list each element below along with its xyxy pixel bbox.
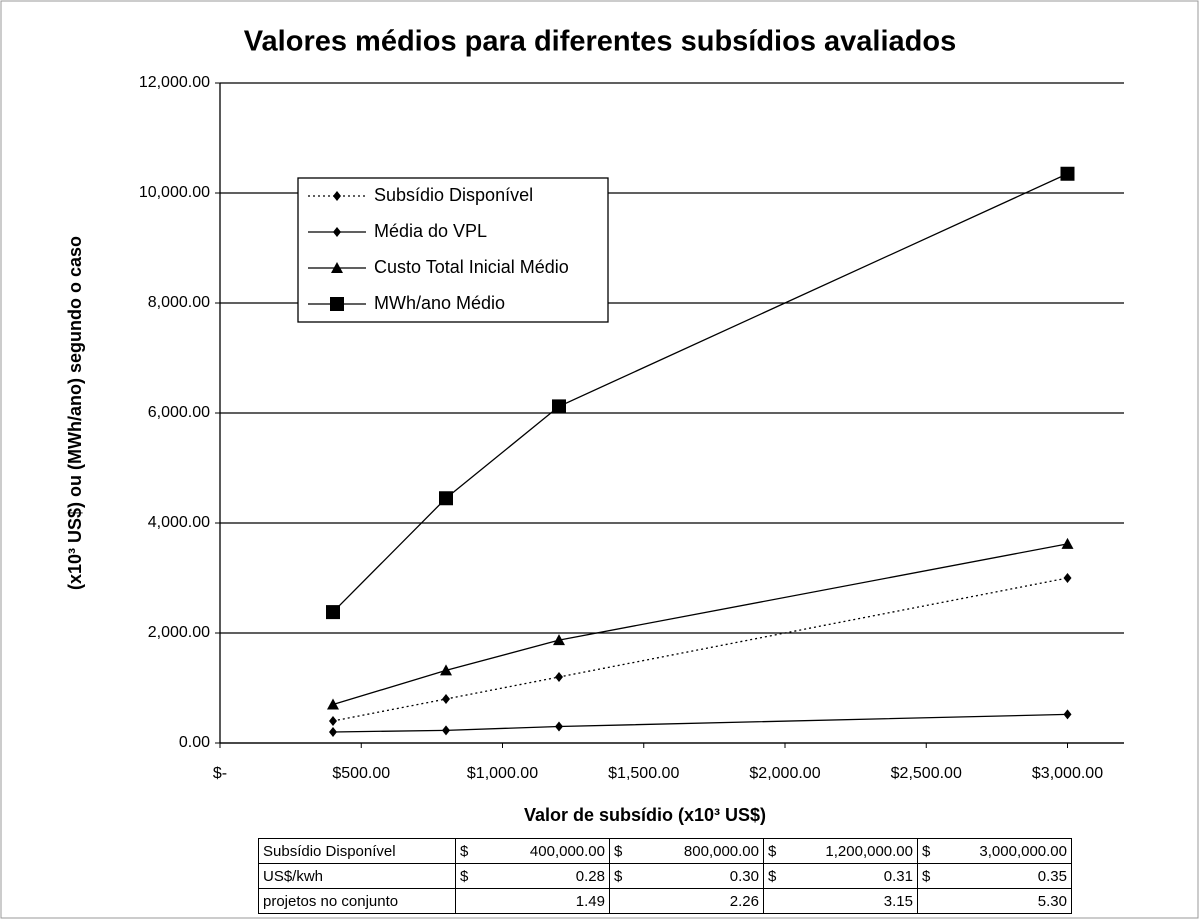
table-cell: $0.30 <box>609 863 764 889</box>
cell-currency: $ <box>460 867 469 885</box>
series-line <box>332 173 1068 613</box>
cell-currency: $ <box>922 867 931 885</box>
table-cell: 5.30 <box>917 888 1072 914</box>
marker <box>1063 709 1072 720</box>
table-cell: 1.49 <box>455 888 610 914</box>
marker <box>555 721 563 732</box>
cell-amount: 1.49 <box>575 892 605 910</box>
cell-amount: 3.15 <box>883 892 913 910</box>
x-tick-label: $1,000.00 <box>467 765 538 782</box>
marker <box>440 664 452 676</box>
table-cell: $0.35 <box>917 863 1072 889</box>
table-row: projetos no conjunto 1.49 2.26 3.15 5.30 <box>258 888 1072 914</box>
marker <box>1063 573 1072 583</box>
y-tick-label: 12,000.00 <box>139 74 210 91</box>
legend-label: MWh/ano Médio <box>374 293 505 313</box>
x-tick-label: $2,500.00 <box>891 765 962 782</box>
cell-amount: 0.28 <box>575 867 605 885</box>
cell-amount: 800,000.00 <box>683 842 759 860</box>
legend-label: Média do VPL <box>374 221 487 241</box>
cell-amount: 0.31 <box>883 867 913 885</box>
marker <box>329 716 337 726</box>
marker <box>333 191 341 201</box>
table-cell: $1,200,000.00 <box>763 838 918 864</box>
legend-box <box>297 177 609 323</box>
table-cell: 2.26 <box>609 888 764 914</box>
marker <box>330 297 344 311</box>
row-label: projetos no conjunto <box>258 888 456 914</box>
cell-amount: 2.26 <box>729 892 759 910</box>
cell-amount: 1,200,000.00 <box>825 842 913 860</box>
table-row: US$/kwh $0.28 $0.30 $0.31 $0.35 <box>258 863 1072 889</box>
legend-label: Custo Total Inicial Médio <box>374 257 569 277</box>
y-tick-label: 4,000.00 <box>148 514 210 531</box>
cell-currency: $ <box>768 867 777 885</box>
series-line <box>332 543 1068 706</box>
marker <box>553 634 565 646</box>
x-tick-label: $3,000.00 <box>1032 765 1103 782</box>
cell-currency: $ <box>768 842 777 860</box>
cell-currency: $ <box>922 842 931 860</box>
y-axis-label: (x10³ US$) ou (MWh/ano) segundo o caso <box>65 236 85 590</box>
table-row: Subsídio Disponível $400,000.00 $800,000.0… <box>258 838 1072 864</box>
y-tick-label: 10,000.00 <box>139 184 210 201</box>
table-cell: $0.28 <box>455 863 610 889</box>
x-tick-label: $1,500.00 <box>608 765 679 782</box>
table-cell: $800,000.00 <box>609 838 764 864</box>
marker <box>331 262 343 273</box>
marker <box>326 605 340 620</box>
table-cell: $3,000,000.00 <box>917 838 1072 864</box>
table-cell: 3.15 <box>763 888 918 914</box>
table-cell: $400,000.00 <box>455 838 610 864</box>
cell-currency: $ <box>614 867 623 885</box>
marker <box>327 698 339 710</box>
x-axis-label: Valor de subsídio (x10³ US$) <box>524 805 766 825</box>
data-table: Subsídio Disponível $400,000.00 $800,000.0… <box>258 838 1072 914</box>
x-tick-label: $- <box>213 765 227 782</box>
row-label: US$/kwh <box>258 863 456 889</box>
row-label: Subsídio Disponível <box>258 838 456 864</box>
x-tick-label: $2,000.00 <box>749 765 820 782</box>
marker <box>442 694 450 704</box>
series-line <box>332 713 1068 733</box>
y-tick-label: 8,000.00 <box>148 294 210 311</box>
cell-currency: $ <box>614 842 623 860</box>
marker <box>552 399 566 414</box>
marker <box>555 672 563 682</box>
y-tick-label: 6,000.00 <box>148 404 210 421</box>
table-cell: $0.31 <box>763 863 918 889</box>
marker <box>333 227 341 237</box>
legend-label: Subsídio Disponível <box>374 185 533 205</box>
cell-amount: 0.35 <box>1037 867 1067 885</box>
chart-title: Valores médios para diferentes subsídios… <box>244 26 956 58</box>
cell-amount: 400,000.00 <box>529 842 605 860</box>
cell-amount: 5.30 <box>1037 892 1067 910</box>
y-tick-label: 2,000.00 <box>148 624 210 641</box>
cell-currency: $ <box>460 842 469 860</box>
y-tick-label: 0.00 <box>179 734 210 751</box>
cell-amount: 0.30 <box>729 867 759 885</box>
x-tick-label: $500.00 <box>332 765 390 782</box>
marker <box>1060 166 1075 181</box>
marker <box>329 727 337 737</box>
marker <box>1061 537 1074 549</box>
marker <box>439 491 453 506</box>
cell-amount: 3,000,000.00 <box>979 842 1067 860</box>
marker <box>442 725 450 736</box>
